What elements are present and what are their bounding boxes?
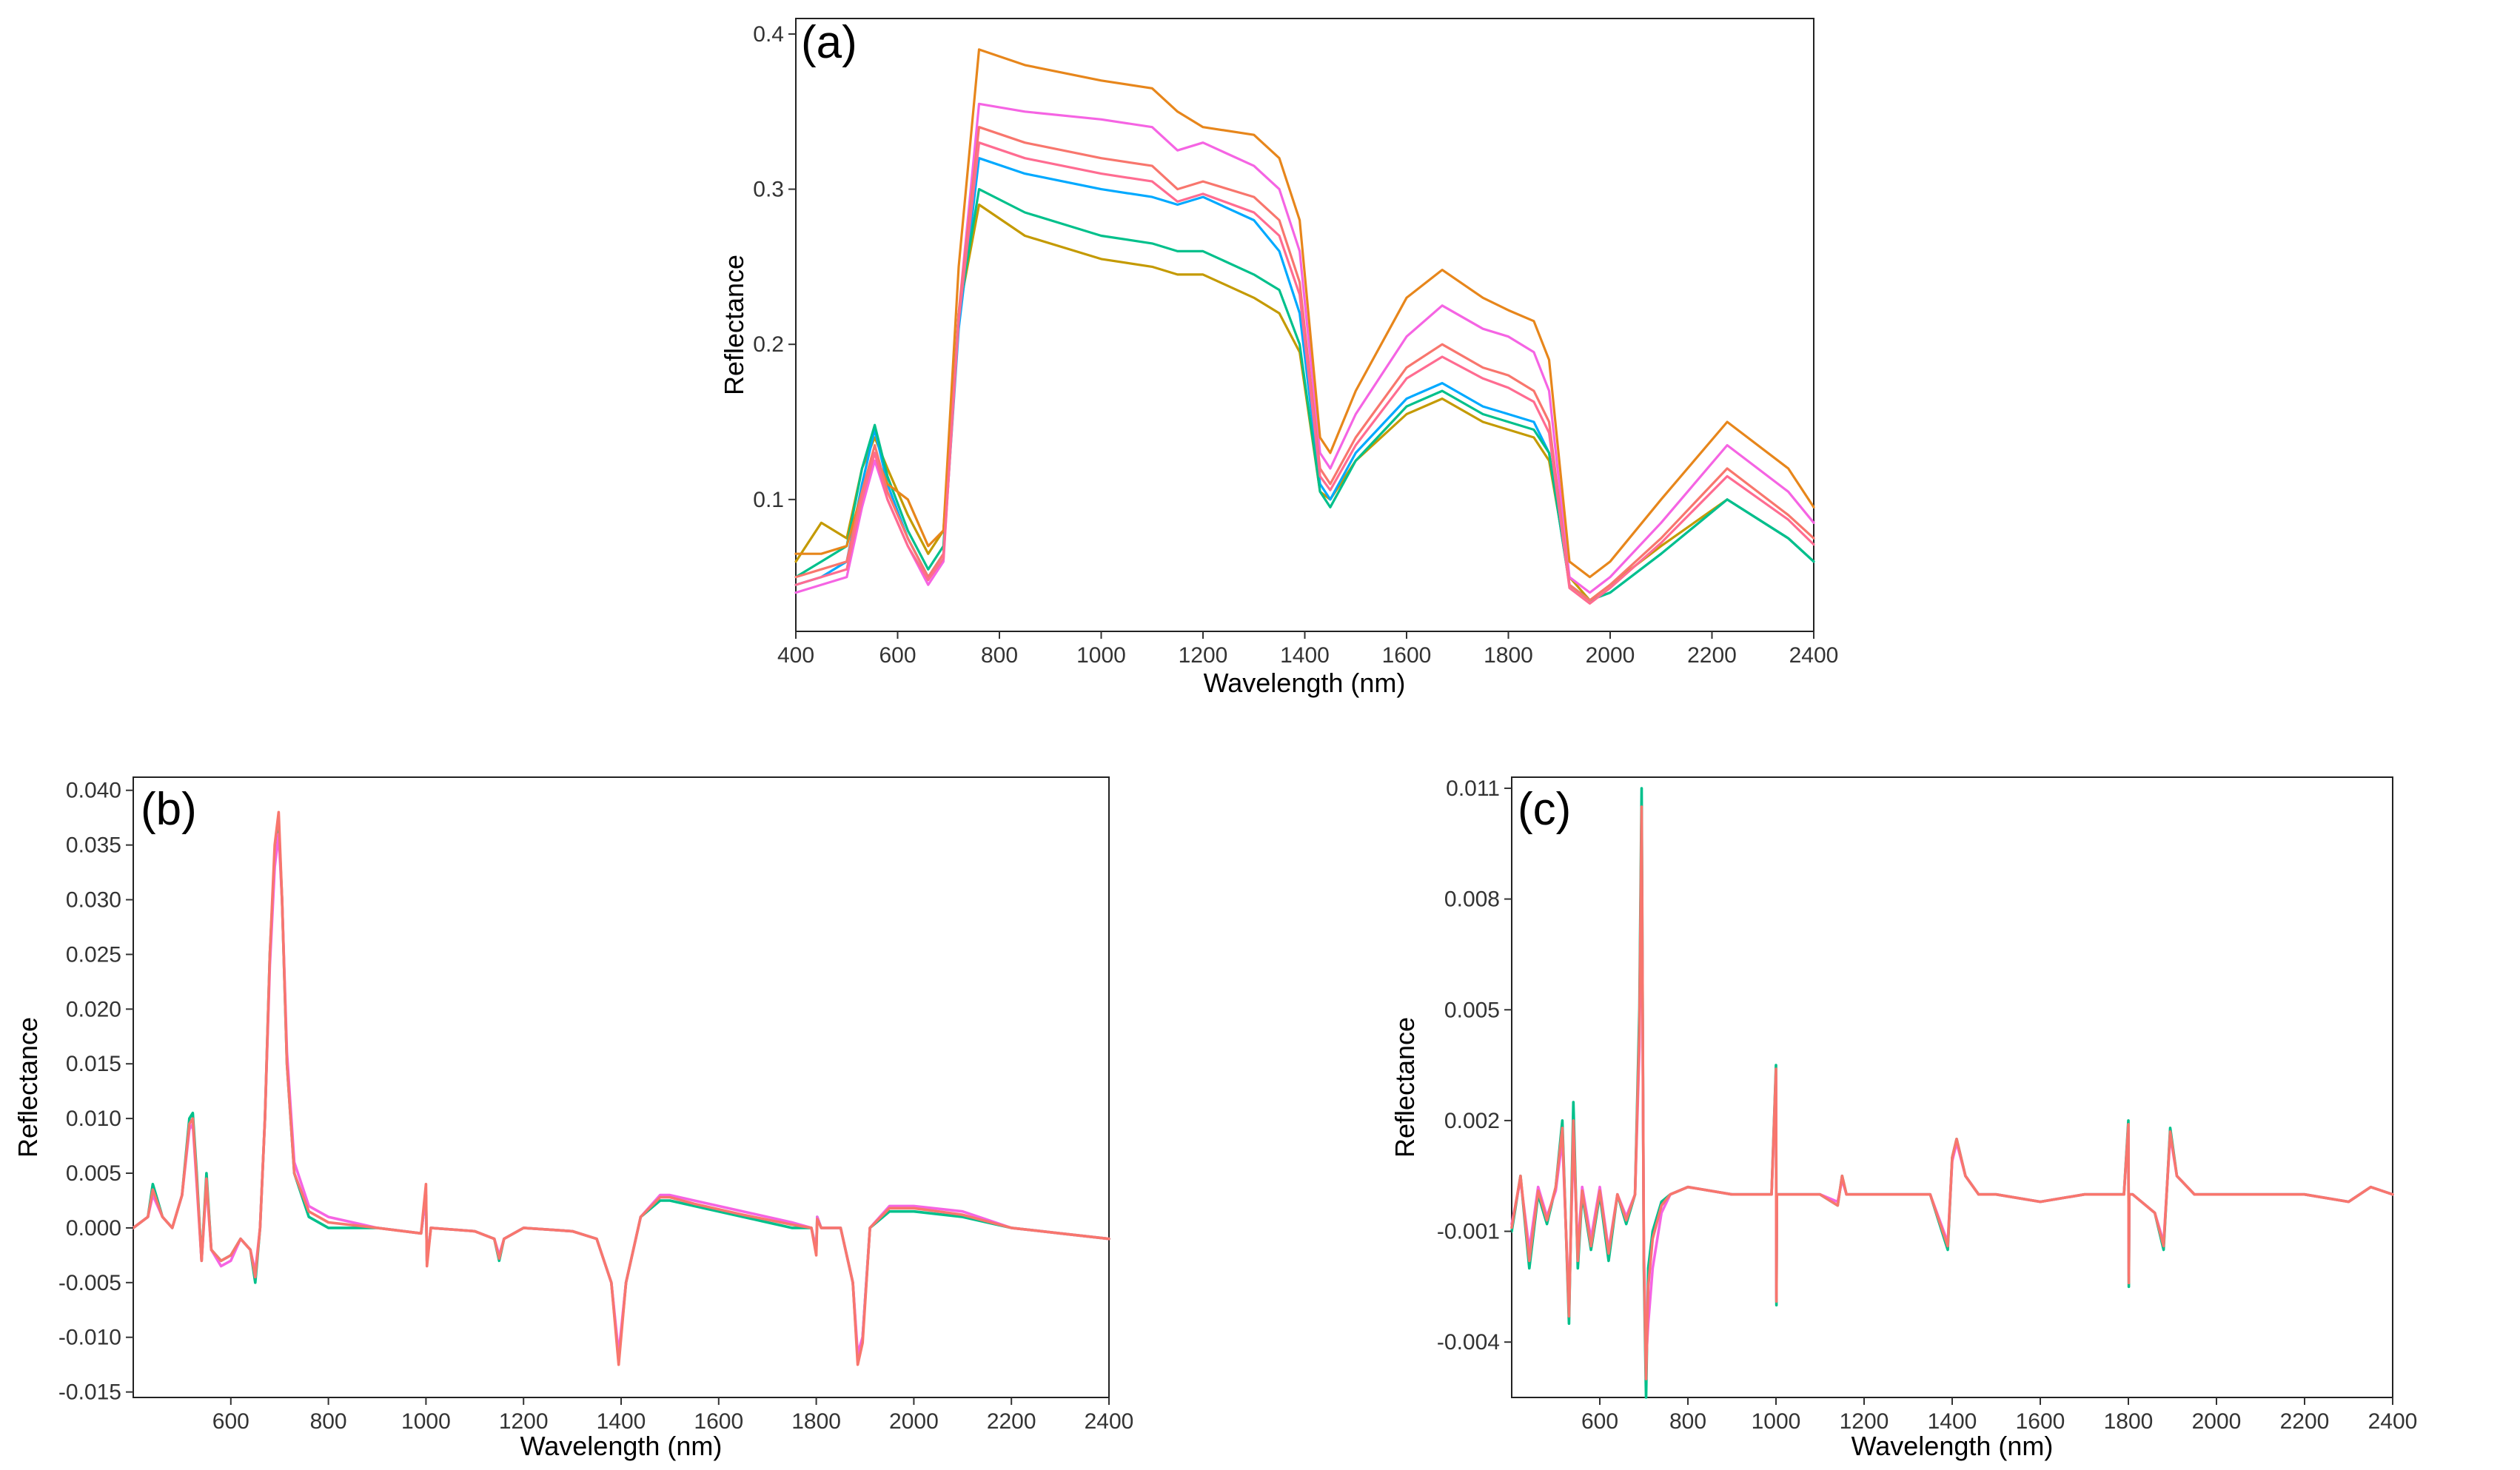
- panel-b-y-tick-label: -0.005: [58, 1271, 121, 1295]
- panel-b-x-tick-label: 2200: [987, 1409, 1036, 1434]
- panel-a-x-tick-label: 400: [777, 643, 814, 668]
- panel-c-x-tick-label: 1800: [2104, 1409, 2154, 1434]
- panel-c-y-axis-title: Reflectance: [1390, 1017, 1420, 1158]
- panel-a-x-tick-label: 1200: [1179, 643, 1228, 668]
- panel-b-y-tick-label: 0.040: [66, 779, 121, 803]
- panel-b-x-tick-label: 1400: [597, 1409, 646, 1434]
- panel-b-plot-frame: [133, 776, 1110, 1398]
- panel-c-x-tick-label: 2400: [2368, 1409, 2418, 1434]
- panel-b-y-tick-label: -0.015: [58, 1380, 121, 1405]
- panel-b-y-tick-label: 0.020: [66, 997, 121, 1021]
- panel-c-chart: 600 800 1000 1200 1400 1600 1800 2000 2200 2400 0…: [1390, 776, 2418, 1461]
- panel-b-y-axis-title: Reflectance: [13, 1017, 43, 1158]
- panel-c-label: (c): [1518, 784, 1571, 835]
- panel-b-x-tick-label: 1600: [694, 1409, 743, 1434]
- panel-a-x-tick-label: 1600: [1382, 643, 1432, 668]
- panel-a-y-tick-label: 0.3: [753, 178, 784, 202]
- panel-a-x-axis-title: Wavelength (nm): [1204, 668, 1406, 698]
- panel-b-y-tick-label: 0.000: [66, 1216, 121, 1241]
- panel-c-x-tick-label: 1400: [1928, 1409, 1977, 1434]
- panel-a-chart: 400 600 800 1000 1200 1400 1600 1800 2000 2200 240…: [719, 17, 1839, 698]
- panel-c-y-tick-label: 0.011: [1446, 776, 1500, 801]
- panel-b-y-tick-label: 0.010: [66, 1107, 121, 1131]
- panel-a-x-tick-label: 600: [879, 643, 916, 668]
- panel-b-chart: 600 800 1000 1200 1400 1600 1800 2000 2200 2400 0…: [13, 776, 1133, 1461]
- panel-a-series-line-5: [794, 48, 1815, 579]
- panel-a-x-tick-label: 2000: [1586, 643, 1635, 668]
- panel-c-y-tick-label: 0.005: [1444, 998, 1500, 1022]
- panel-c-y-tick-label: 0.002: [1444, 1109, 1500, 1133]
- panel-c-x-tick-label: 1000: [1752, 1409, 1801, 1434]
- panel-b-x-tick-label: 2400: [1085, 1409, 1133, 1434]
- panel-a-x-tick-label: 800: [981, 643, 1018, 668]
- panel-a-y-tick-label: 0.1: [753, 488, 784, 512]
- panel-c-x-tick-label: 1600: [2016, 1409, 2065, 1434]
- panel-a-x-tick-label: 1000: [1076, 643, 1126, 668]
- panel-b-x-tick-label: 1800: [791, 1409, 841, 1434]
- panel-b-x-tick-label: 600: [212, 1409, 249, 1434]
- panel-a-series-line-1: [794, 203, 1815, 602]
- panel-b-x-tick-label: 800: [310, 1409, 347, 1434]
- panel-c-y-tick-label: -0.001: [1437, 1220, 1500, 1244]
- panel-a-y-axis-title: Reflectance: [719, 255, 749, 395]
- panel-a-y-tick-label: 0.2: [753, 332, 784, 357]
- panel-b-x-tick-label: 1200: [499, 1409, 549, 1434]
- panel-b-x-tick-label: 2000: [889, 1409, 939, 1434]
- panel-a-y-tick-label: 0.4: [753, 22, 784, 47]
- panel-b-series-line-3: [132, 810, 1110, 1366]
- panel-a-label: (a): [801, 17, 857, 68]
- panel-c-x-tick-label: 2200: [2280, 1409, 2330, 1434]
- panel-b-x-tick-label: 1000: [401, 1409, 451, 1434]
- panel-c-x-axis-title: Wavelength (nm): [1852, 1431, 2054, 1461]
- panel-b-y-tick-label: 0.015: [66, 1052, 121, 1076]
- panel-a-series-line-6: [794, 126, 1815, 602]
- panel-a-x-tick-label: 1400: [1280, 643, 1330, 668]
- panel-a-series-line-7: [794, 141, 1815, 605]
- panel-b-y-tick-label: 0.035: [66, 833, 121, 858]
- panel-b-label: (b): [141, 784, 197, 835]
- panel-b-y-tick-label: 0.030: [66, 888, 121, 913]
- panel-c-x-tick-label: 600: [1581, 1409, 1618, 1434]
- panel-a-x-tick-label: 2200: [1687, 643, 1737, 668]
- panel-b-y-tick-label: 0.005: [66, 1161, 121, 1186]
- panel-a-x-tick-label: 2400: [1789, 643, 1839, 668]
- panel-b-x-axis-title: Wavelength (nm): [520, 1431, 723, 1461]
- panel-c-x-tick-label: 2000: [2192, 1409, 2242, 1434]
- panel-a-x-tick-label: 1800: [1484, 643, 1533, 668]
- panel-b-y-tick-label: -0.010: [58, 1326, 121, 1350]
- panel-c-x-tick-label: 1200: [1840, 1409, 1889, 1434]
- panel-c-plot-frame: [1511, 776, 2393, 1398]
- panel-c-y-tick-label: -0.004: [1437, 1330, 1500, 1355]
- panel-c-series-line-3: [1510, 805, 2394, 1380]
- panel-c-x-tick-label: 800: [1669, 1409, 1706, 1434]
- panel-c-y-tick-label: 0.008: [1444, 887, 1500, 912]
- panel-b-y-tick-label: 0.025: [66, 942, 121, 967]
